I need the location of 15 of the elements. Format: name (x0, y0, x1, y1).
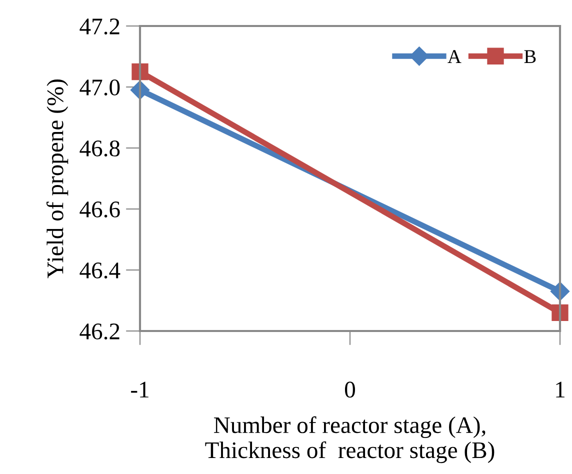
y-tick-label: 46.2 (80, 324, 120, 340)
y-tick-label: 46.8 (80, 140, 120, 157)
y-tick-label: 47.2 (80, 18, 120, 35)
x-tick-label: -1 (131, 382, 148, 398)
x-tick-label: 1 (556, 382, 564, 398)
legend-label: A (448, 50, 462, 63)
y-tick-label: 46.6 (80, 202, 120, 218)
y-axis-title: Yield of propene (%) (46, 80, 68, 278)
legend-label: B (524, 50, 536, 63)
y-tick-label: 47.0 (80, 79, 120, 96)
point (552, 304, 568, 322)
x-tick-label: 0 (344, 382, 356, 398)
x-axis-title: Number of reactor stage (A), Thickness of reactor stage (B) (205, 416, 494, 464)
point (132, 63, 148, 80)
y-tick-label: 46.4 (80, 262, 120, 279)
